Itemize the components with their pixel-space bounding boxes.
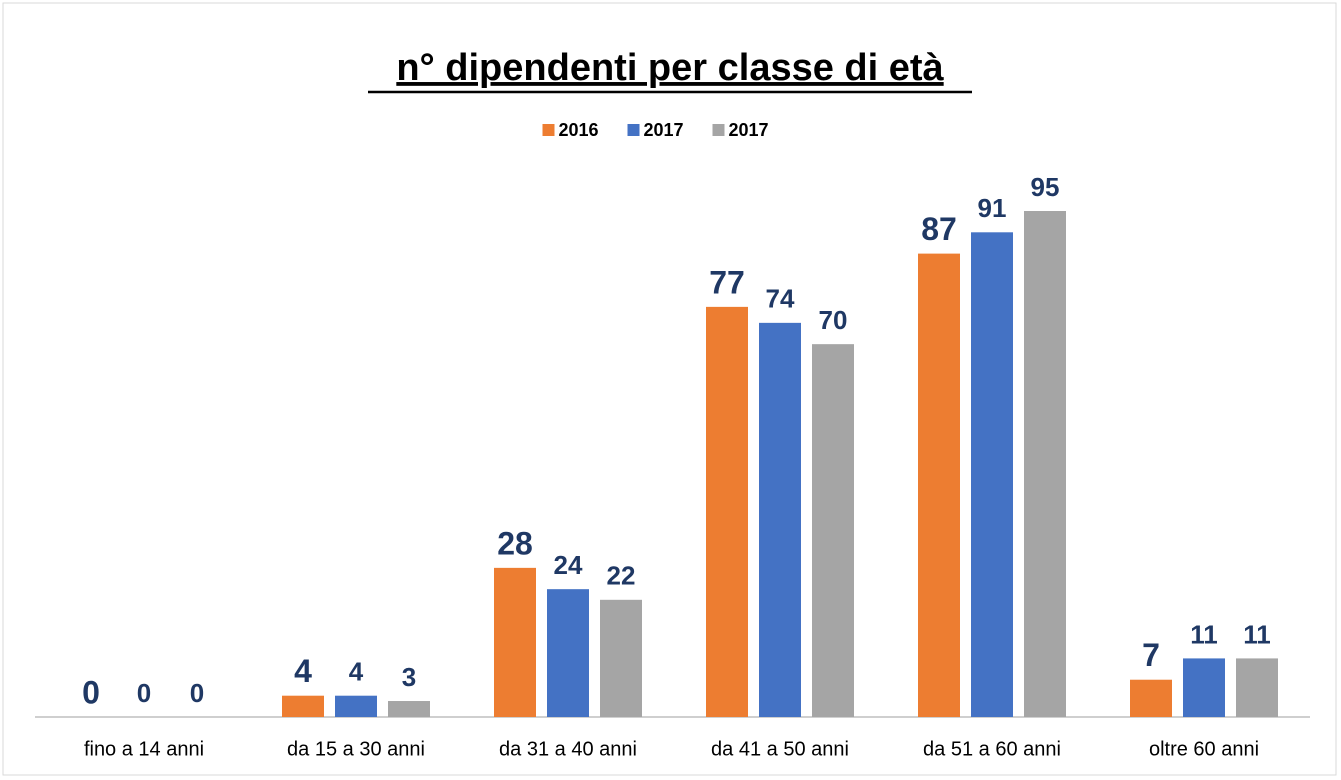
bar <box>494 567 536 717</box>
x-tick-label: oltre 60 anni <box>1149 738 1259 760</box>
bar <box>1024 211 1066 717</box>
x-tick-label: da 15 a 30 anni <box>287 738 425 760</box>
legend-label: 2017 <box>729 120 769 140</box>
bar <box>971 232 1013 717</box>
x-tick-label: fino a 14 anni <box>84 738 204 760</box>
value-label: 91 <box>978 193 1007 223</box>
x-tick-label: da 31 a 40 anni <box>499 738 637 760</box>
value-label: 4 <box>349 657 364 687</box>
legend-label: 2016 <box>559 120 599 140</box>
bar <box>600 599 642 717</box>
bar <box>759 322 801 717</box>
x-tick-label: da 51 a 60 anni <box>923 738 1061 760</box>
bar <box>706 306 748 717</box>
legend-swatch <box>712 124 725 136</box>
value-label: 0 <box>137 678 151 708</box>
bar <box>335 695 377 717</box>
bar <box>1236 658 1278 717</box>
legend-label: 2017 <box>644 120 684 140</box>
value-label: 77 <box>709 264 745 300</box>
value-label: 87 <box>921 211 957 247</box>
legend-swatch <box>627 124 640 136</box>
value-label: 3 <box>402 662 416 692</box>
value-label: 11 <box>1243 619 1271 649</box>
x-tick-label: da 41 a 50 anni <box>711 738 849 760</box>
bar <box>282 695 324 717</box>
value-label: 7 <box>1142 637 1160 673</box>
bar <box>918 253 960 717</box>
value-label: 95 <box>1031 172 1060 202</box>
value-label: 74 <box>766 284 795 314</box>
bar <box>547 589 589 717</box>
value-label: 11 <box>1190 619 1218 649</box>
value-label: 22 <box>607 561 636 591</box>
value-label: 24 <box>554 550 583 580</box>
bar <box>388 701 430 717</box>
value-label: 0 <box>190 678 204 708</box>
value-label: 0 <box>82 674 100 710</box>
bar <box>1183 658 1225 717</box>
bar <box>812 344 854 717</box>
value-label: 28 <box>497 525 533 561</box>
legend-swatch <box>542 124 555 136</box>
value-label: 4 <box>294 653 312 689</box>
value-label: 70 <box>819 305 848 335</box>
bar <box>1130 679 1172 717</box>
chart-title: n° dipendenti per classe di età <box>396 47 944 89</box>
